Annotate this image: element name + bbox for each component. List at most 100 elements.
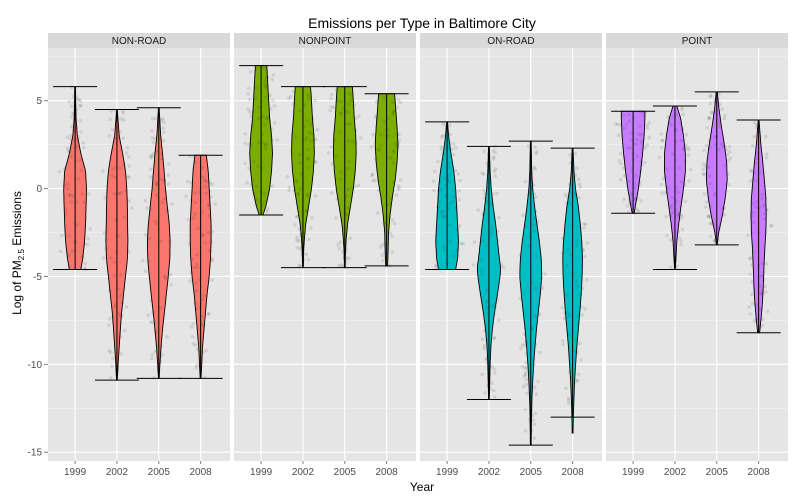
jitter-point (707, 215, 712, 219)
jitter-point (638, 168, 643, 173)
jitter-point (722, 212, 727, 217)
jitter-point (660, 139, 664, 143)
jitter-point (568, 253, 573, 257)
jitter-point (486, 152, 491, 157)
jitter-point (709, 94, 713, 98)
jitter-point (486, 383, 490, 388)
jitter-point (140, 258, 145, 263)
jitter-point (81, 200, 86, 204)
jitter-point (622, 113, 626, 118)
jitter-point (113, 304, 117, 309)
jitter-point (170, 202, 174, 206)
jitter-point (165, 334, 169, 339)
jitter-point (706, 214, 711, 219)
jitter-point (127, 199, 131, 203)
jitter-point (573, 151, 578, 156)
jitter-point (293, 134, 298, 138)
jitter-point (397, 186, 402, 191)
jitter-point (708, 146, 712, 150)
jitter-point (443, 248, 447, 253)
jitter-point (490, 192, 495, 196)
jitter-point (471, 263, 476, 267)
jitter-point (258, 189, 263, 194)
jitter-point (344, 258, 348, 262)
y-tick-label: 0 (36, 184, 42, 195)
jitter-point (757, 171, 762, 175)
jitter-point (306, 147, 311, 152)
jitter-point (446, 206, 451, 211)
jitter-point (192, 265, 197, 270)
jitter-point (756, 156, 760, 160)
jitter-point (297, 263, 302, 268)
jitter-point (115, 234, 119, 238)
jitter-point (380, 242, 385, 247)
jitter-point (83, 267, 87, 272)
jitter-point (760, 289, 765, 293)
jitter-point (678, 121, 683, 126)
jitter-point (571, 171, 575, 176)
jitter-point (533, 195, 538, 200)
jitter-point (753, 161, 758, 165)
jitter-point (160, 157, 164, 161)
jitter-point (756, 263, 761, 268)
jitter-point (107, 317, 112, 321)
jitter-point (484, 358, 489, 362)
jitter-point (161, 126, 166, 131)
jitter-point (530, 281, 534, 285)
jitter-point (143, 269, 148, 273)
jitter-point (344, 109, 348, 113)
jitter-point (354, 141, 359, 146)
jitter-point (492, 155, 496, 159)
jitter-point (439, 145, 444, 149)
jitter-point (535, 150, 539, 154)
jitter-point (349, 93, 354, 98)
jitter-point (495, 297, 500, 302)
jitter-point (490, 364, 494, 369)
jitter-point (439, 147, 444, 152)
jitter-point (69, 133, 73, 138)
jitter-point (626, 146, 630, 150)
jitter-point (574, 193, 578, 197)
jitter-point (441, 122, 446, 126)
jitter-point (638, 124, 642, 129)
jitter-point (328, 108, 332, 113)
y-tick-label: -5 (33, 272, 42, 283)
jitter-point (495, 191, 499, 196)
jitter-point (442, 176, 446, 180)
jitter-point (483, 196, 487, 200)
jitter-point (252, 160, 256, 164)
jitter-point (630, 169, 634, 174)
jitter-point (343, 210, 347, 215)
jitter-point (677, 236, 682, 240)
jitter-point (718, 102, 722, 107)
jitter-point (380, 253, 384, 258)
jitter-point (194, 366, 198, 370)
jitter-point (574, 337, 578, 342)
jitter-point (680, 227, 685, 232)
jitter-point (673, 201, 677, 205)
jitter-point (480, 268, 484, 273)
jitter-point (621, 166, 626, 170)
jitter-point (520, 365, 525, 369)
jitter-point (162, 196, 167, 201)
jitter-point (673, 208, 678, 212)
jitter-point (204, 191, 208, 196)
jitter-point (484, 300, 489, 305)
jitter-point (243, 132, 248, 136)
jitter-point (432, 188, 436, 193)
jitter-point (272, 103, 277, 108)
jitter-point (272, 121, 277, 125)
jitter-point (750, 231, 754, 235)
jitter-point (575, 238, 579, 243)
jitter-point (329, 96, 333, 101)
jitter-point (301, 232, 305, 236)
jitter-point (185, 179, 190, 184)
jitter-point (384, 252, 389, 257)
jitter-point (681, 147, 686, 152)
jitter-point (625, 204, 629, 209)
jitter-point (634, 173, 638, 178)
jitter-point (752, 319, 757, 324)
jitter-point (114, 249, 119, 254)
jitter-point (484, 356, 489, 360)
jitter-point (714, 142, 718, 147)
